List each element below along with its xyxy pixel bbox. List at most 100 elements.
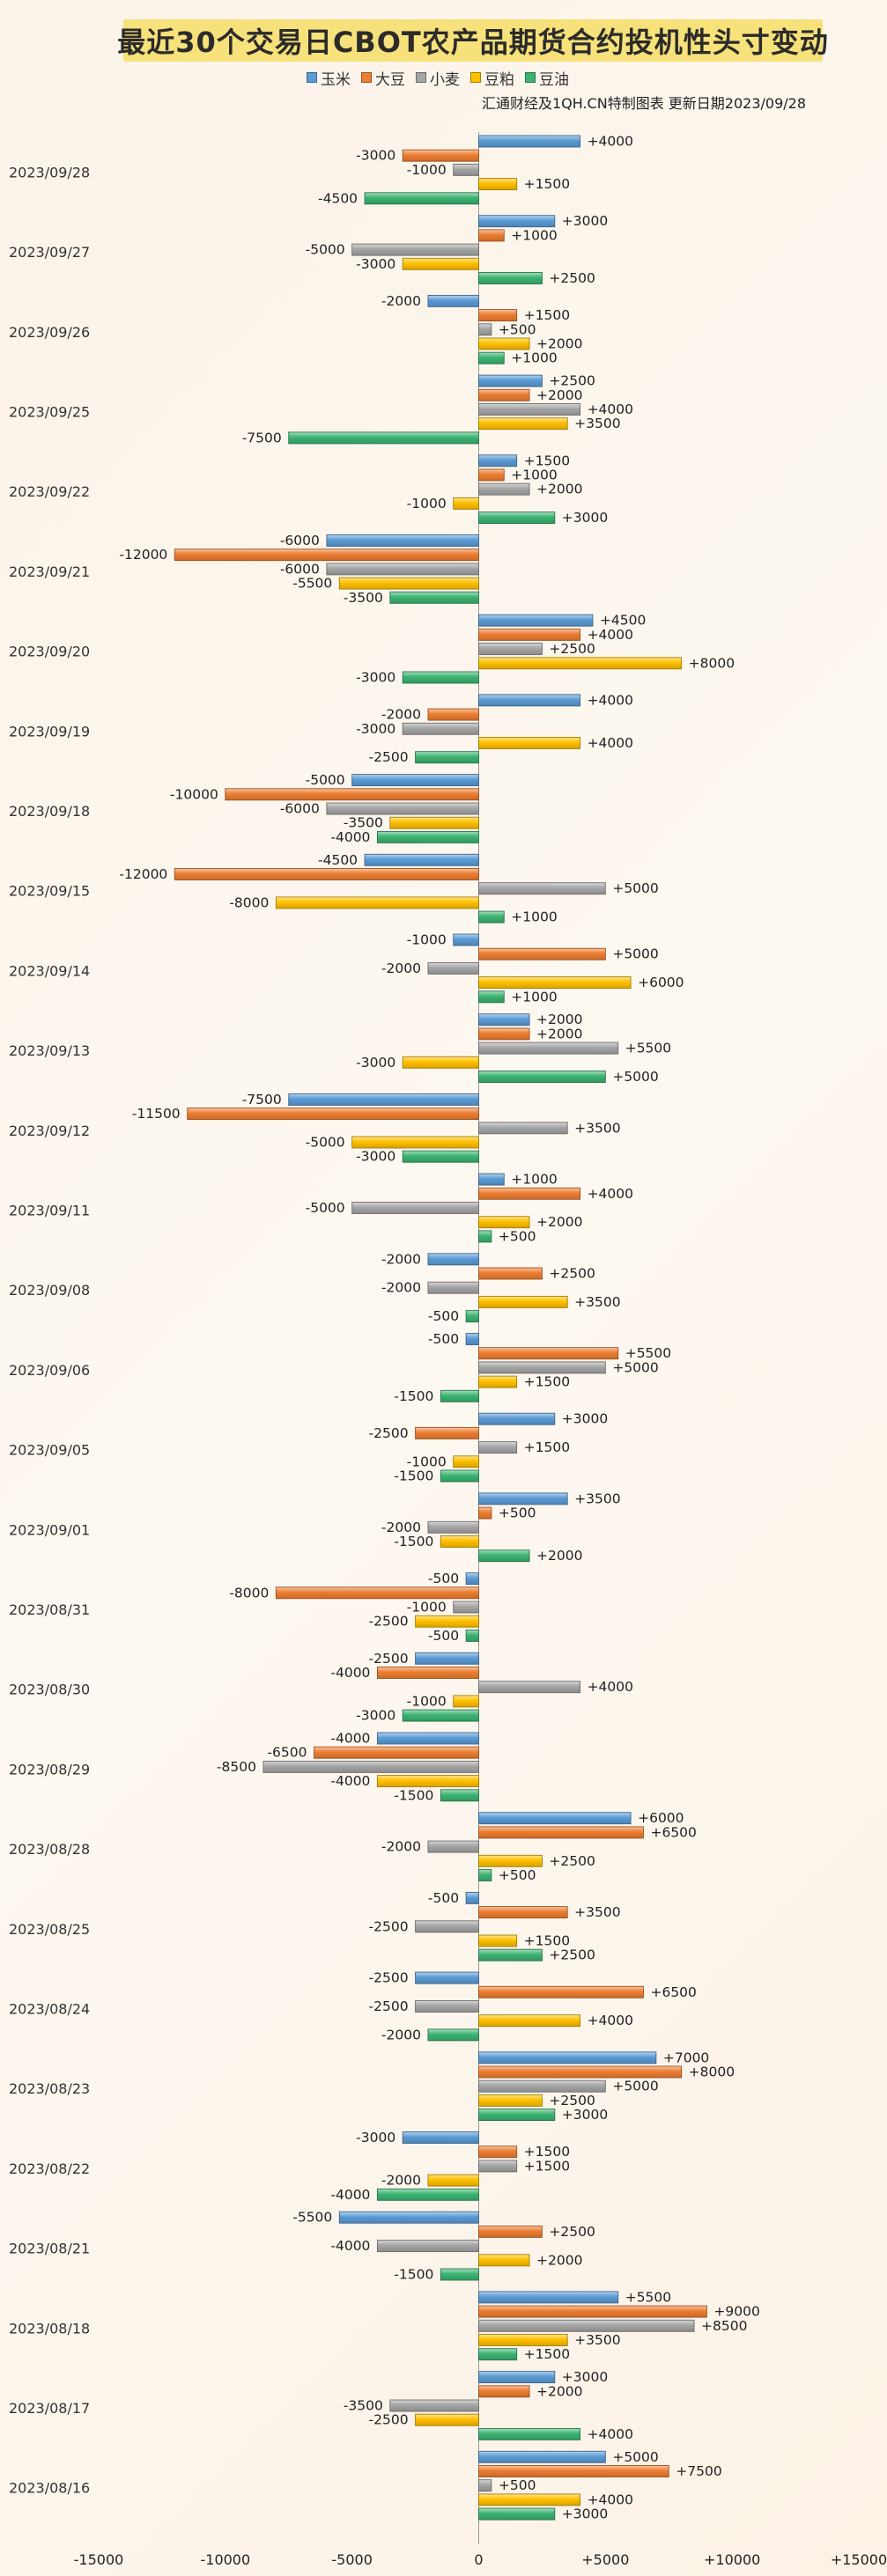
bar xyxy=(478,2348,518,2361)
bar xyxy=(288,1093,479,1106)
value-label: -1500 xyxy=(394,1787,433,1803)
bar xyxy=(338,2211,479,2224)
bar xyxy=(262,1760,479,1773)
bar xyxy=(478,2371,556,2384)
bar xyxy=(478,135,581,148)
value-label: -8500 xyxy=(217,1759,256,1775)
legend-item: 豆油 xyxy=(525,67,569,89)
value-label: +5500 xyxy=(625,2289,671,2305)
value-label: -3000 xyxy=(356,670,395,686)
bar xyxy=(338,577,479,590)
value-label: -1000 xyxy=(407,496,447,512)
value-label: -3000 xyxy=(356,2130,395,2145)
value-label: -2500 xyxy=(369,749,409,765)
bar xyxy=(288,431,479,445)
value-label: +2500 xyxy=(549,641,595,657)
x-tick-label: 0 xyxy=(474,2551,483,2568)
bar xyxy=(478,1122,568,1135)
category-label: 2023/08/18 xyxy=(9,2320,90,2337)
bar xyxy=(478,694,581,707)
value-label: -3000 xyxy=(356,1055,395,1071)
legend-item: 小麦 xyxy=(416,67,460,89)
value-label: +5500 xyxy=(625,1345,671,1361)
value-label: -3500 xyxy=(344,590,383,606)
category-label: 2023/09/15 xyxy=(9,883,90,900)
bar xyxy=(465,1629,479,1642)
value-label: +4000 xyxy=(588,2491,633,2507)
bar xyxy=(465,1572,479,1586)
legend-item: 玉米 xyxy=(307,67,351,89)
bar xyxy=(453,1601,479,1614)
value-label: +5000 xyxy=(612,1069,658,1085)
value-label: +4500 xyxy=(600,613,646,629)
bar xyxy=(478,2291,619,2304)
legend-label: 小麦 xyxy=(430,70,460,89)
bar xyxy=(376,2188,479,2201)
x-tick-label: +15000 xyxy=(831,2551,887,2568)
bar xyxy=(427,961,479,975)
value-label: -2000 xyxy=(381,2027,421,2042)
bar xyxy=(478,403,581,416)
value-label: -2000 xyxy=(381,1251,421,1267)
bar xyxy=(415,1426,479,1439)
value-label: +7500 xyxy=(676,2463,721,2479)
value-label: -500 xyxy=(428,1890,459,1906)
category-label: 2023/08/29 xyxy=(9,1761,90,1777)
value-label: -8000 xyxy=(229,1585,269,1601)
bar xyxy=(478,468,505,482)
bar xyxy=(478,1216,530,1229)
value-label: +5000 xyxy=(612,1359,658,1375)
bar xyxy=(376,2240,479,2253)
bar xyxy=(389,816,479,829)
value-label: -3000 xyxy=(356,256,395,272)
bar xyxy=(478,1906,568,1919)
value-label: -1000 xyxy=(407,932,447,948)
value-label: +3000 xyxy=(562,2369,608,2385)
value-label: +3000 xyxy=(562,1411,608,1427)
bar xyxy=(402,149,479,162)
bar xyxy=(376,1732,479,1745)
legend-label: 大豆 xyxy=(375,70,405,89)
value-label: +2500 xyxy=(549,2093,595,2109)
bar xyxy=(187,1108,479,1121)
bar xyxy=(478,2427,581,2440)
value-label: +2500 xyxy=(549,1266,595,1282)
bar xyxy=(478,417,568,431)
value-label: -2000 xyxy=(381,960,421,976)
bar xyxy=(440,1789,479,1802)
value-label: +3500 xyxy=(574,1490,620,1506)
value-label: -6500 xyxy=(267,1745,307,1761)
value-label: +8000 xyxy=(689,655,735,671)
value-label: -5000 xyxy=(306,1135,345,1151)
legend-swatch xyxy=(416,72,426,83)
category-label: 2023/09/05 xyxy=(9,1442,90,1459)
bar xyxy=(478,2385,530,2398)
value-label: +500 xyxy=(499,2477,536,2493)
value-label: +5000 xyxy=(612,880,658,896)
bar xyxy=(478,1173,505,1186)
bar xyxy=(427,1520,479,1534)
value-label: +7000 xyxy=(663,2050,709,2065)
value-label: -4000 xyxy=(330,2187,370,2203)
value-label: -5500 xyxy=(292,576,332,592)
bar xyxy=(427,2028,479,2042)
value-label: +5500 xyxy=(625,1041,671,1056)
bar xyxy=(478,1230,492,1243)
category-label: 2023/08/31 xyxy=(9,1601,90,1618)
value-label: -2500 xyxy=(369,1651,409,1667)
bar xyxy=(478,1812,632,1825)
value-label: -4000 xyxy=(330,2238,370,2254)
bar xyxy=(415,2413,479,2426)
value-label: +3000 xyxy=(562,510,608,526)
x-tick-label: -5000 xyxy=(331,2551,373,2568)
value-label: +3500 xyxy=(574,1294,620,1310)
bar xyxy=(478,309,518,322)
value-label: +2500 xyxy=(549,2224,595,2240)
bar xyxy=(478,2094,543,2107)
category-label: 2023/09/25 xyxy=(9,403,90,420)
value-label: -1500 xyxy=(394,2267,433,2283)
value-label: -2500 xyxy=(369,1970,409,1986)
bar xyxy=(478,2450,606,2463)
category-label: 2023/09/11 xyxy=(9,1202,90,1218)
value-label: +8500 xyxy=(701,2318,747,2334)
